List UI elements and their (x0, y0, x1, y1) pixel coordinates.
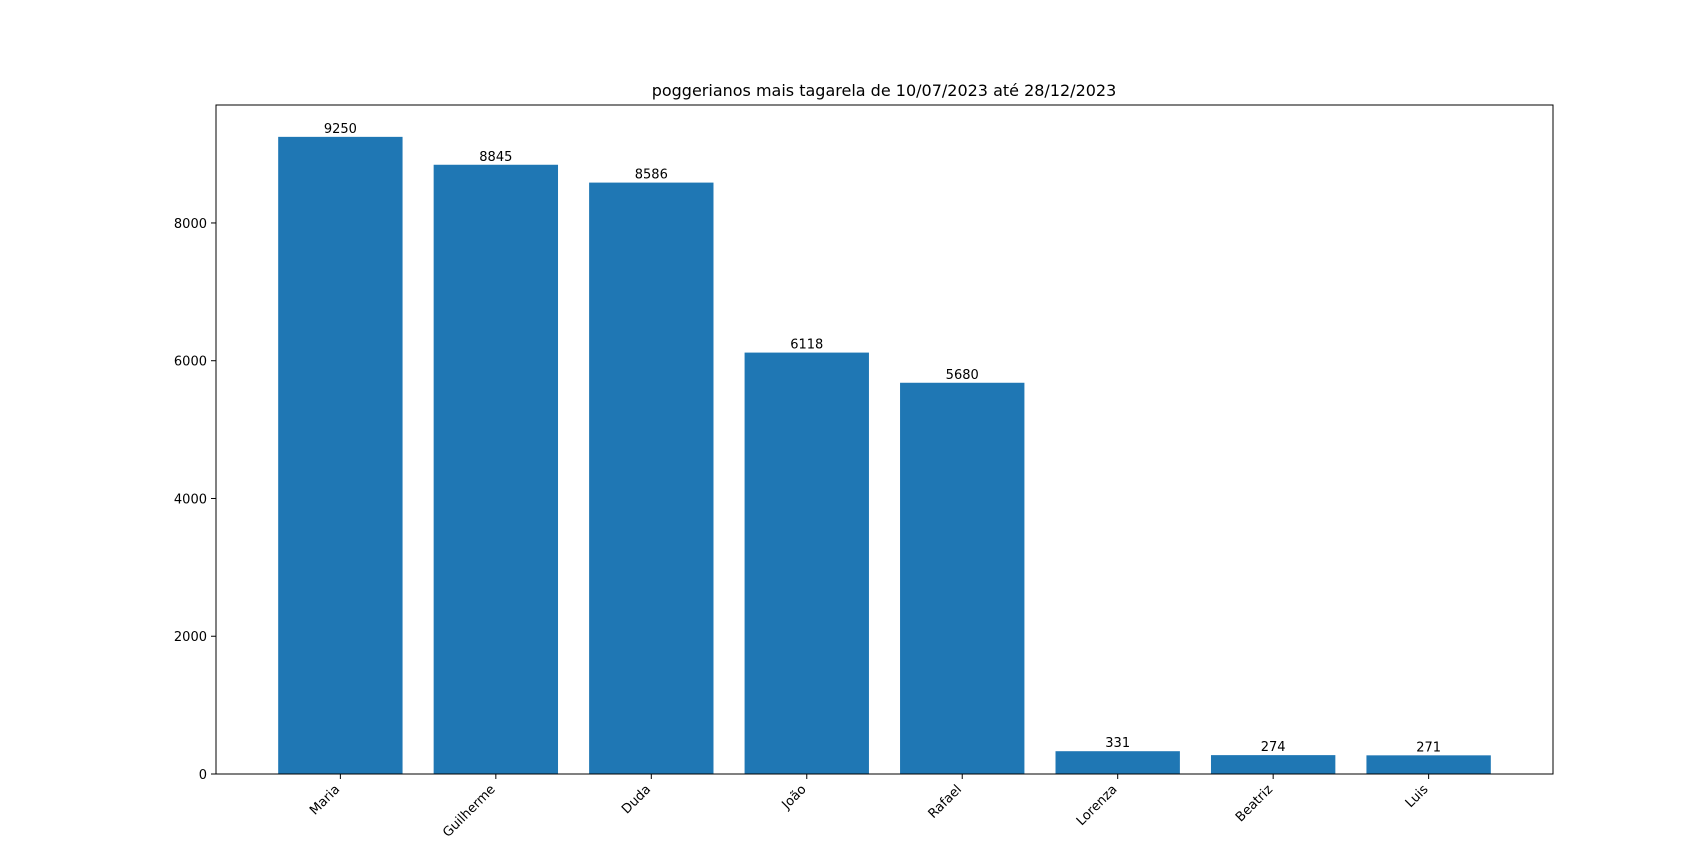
y-tick-label-3: 6000 (174, 355, 207, 370)
bar-1 (433, 164, 559, 774)
plot-frame (215, 104, 1554, 775)
bars-layer (278, 136, 1491, 774)
y-tick-label-2: 4000 (174, 492, 207, 507)
data-label-0: 9250 (324, 122, 357, 137)
data-label-5: 331 (1105, 736, 1130, 751)
chart-title: poggerianos mais tagarela de 10/07/2023 … (652, 81, 1117, 100)
bar-2 (589, 182, 714, 774)
x-tick-label-4: Rafael (926, 782, 966, 822)
bar-6 (1210, 755, 1336, 774)
bar-4 (900, 382, 1025, 774)
x-tick-label-3: João (779, 782, 810, 813)
data-label-1: 8845 (479, 150, 512, 165)
x-tick-label-6: Beatriz (1233, 782, 1276, 825)
bar-5 (1055, 751, 1180, 774)
y-tick-label-4: 8000 (174, 217, 207, 232)
data-label-2: 8586 (635, 168, 668, 183)
data-labels-layer: 9250 8845 8586 6118 5680 331 274 271 (324, 122, 1441, 755)
data-label-3: 6118 (790, 338, 823, 353)
bar-3 (744, 352, 869, 774)
x-tick-label-0: Maria (307, 782, 343, 818)
y-tick-label-0: 0 (199, 768, 207, 783)
y-axis: 0 2000 4000 6000 8000 (174, 217, 216, 783)
x-tick-label-7: Luis (1403, 782, 1432, 811)
bar-7 (1366, 755, 1491, 774)
data-label-4: 5680 (946, 368, 979, 383)
y-tick-label-1: 2000 (174, 630, 207, 645)
data-label-7: 271 (1416, 740, 1441, 755)
data-label-6: 274 (1261, 740, 1286, 755)
x-tick-label-1: Guilherme (440, 782, 498, 840)
x-tick-label-5: Lorenza (1074, 782, 1121, 829)
x-axis: Maria Guilherme Duda João Rafael Lorenza Beatr… (307, 774, 1432, 841)
x-tick-label-2: Duda (619, 782, 654, 817)
bar-0 (278, 136, 403, 774)
